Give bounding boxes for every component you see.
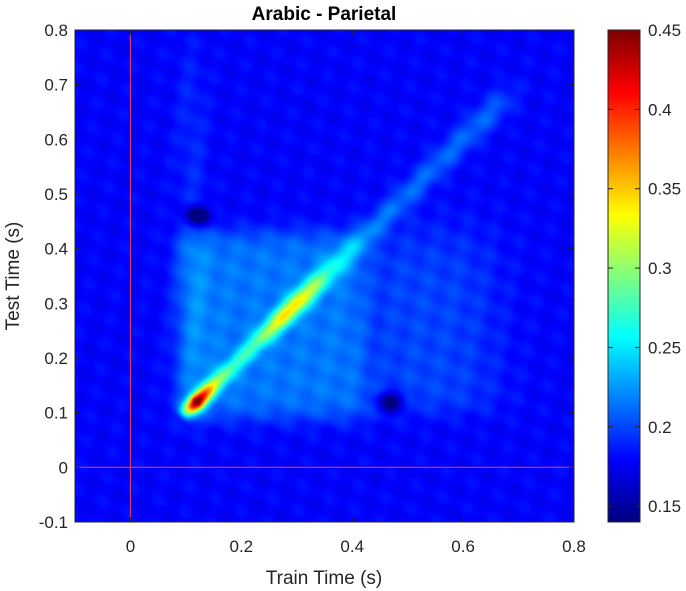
y-axis-label: Test Time (s) [3,222,24,331]
heatmap-image [75,30,574,522]
x-tick-label: 0.2 [230,537,254,556]
x-axis-ticks: 0 0.2 0.4 0.6 0.8 [126,30,586,556]
y-tick-label: -0.1 [39,513,68,532]
y-tick-label: 0.5 [44,185,68,204]
colorbar-tick-label: 0.2 [648,418,672,437]
x-axis-label: Train Time (s) [266,568,382,589]
colorbar-gradient [608,30,640,522]
colorbar-tick-label: 0.3 [648,259,672,278]
colorbar-tick-label: 0.25 [648,338,681,357]
y-tick-label: 0.1 [44,404,68,423]
colorbar-tick-label: 0.4 [648,100,672,119]
colorbar-ticks: 0.15 0.2 0.25 0.3 0.35 0.4 0.45 [608,21,681,516]
y-tick-label: 0 [59,458,68,477]
plot-frame [74,29,575,523]
x-tick-label: 0.6 [451,537,475,556]
x-tick-label: 0.4 [340,537,364,556]
y-tick-label: 0.8 [44,21,68,40]
x-tick-label: 0 [126,537,135,556]
y-tick-label: 0.4 [44,240,68,259]
colorbar-tick-label: 0.45 [648,21,681,40]
x-tick-label: 0.8 [562,537,586,556]
colorbar-tick-label: 0.35 [648,180,681,199]
colorbar-tick-label: 0.15 [648,497,681,516]
y-tick-label: 0.7 [44,76,68,95]
y-axis-ticks: -0.1 0 0.1 0.2 0.3 0.4 0.5 0.6 0.7 0.8 [39,21,574,532]
y-tick-label: 0.3 [44,294,68,313]
y-tick-label: 0.6 [44,130,68,149]
y-tick-label: 0.2 [44,349,68,368]
colorbar-frame [607,29,641,523]
chart-title: Arabic - Parietal [252,4,397,25]
